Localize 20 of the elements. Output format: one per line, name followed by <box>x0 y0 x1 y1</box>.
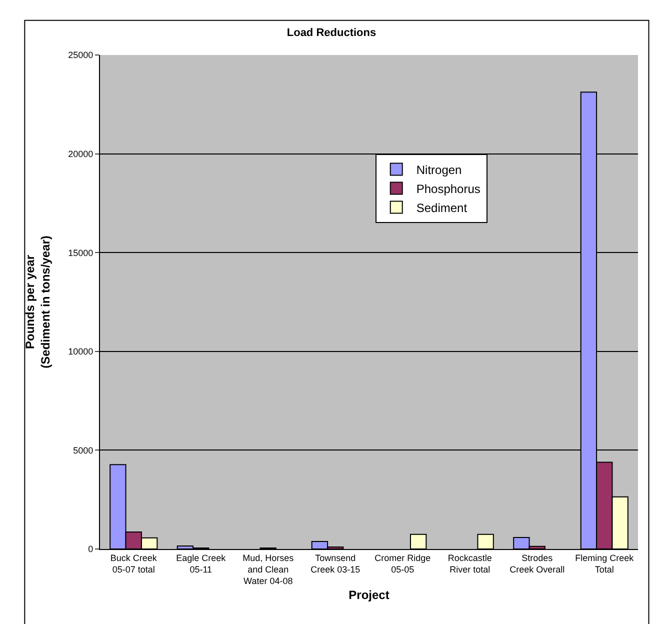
y-tick-label: 15000 <box>68 248 94 258</box>
x-tick-label: Buck Creek 05-07 total <box>110 552 158 574</box>
y-tick-label: 25000 <box>68 50 94 60</box>
legend-label: Sediment <box>416 200 468 215</box>
x-tick-label: Mud, Horses and Clean Water 04-08 <box>242 552 294 586</box>
x-tick-label: Eagle Creek 05-11 <box>176 552 226 574</box>
x-tick-label: Fleming Creek Total <box>575 552 634 574</box>
chart-title: Load Reductions <box>286 26 376 39</box>
x-axis-title: Project <box>348 588 390 602</box>
y-tick-label: 20000 <box>68 148 94 159</box>
y-tick-label: 0 <box>88 544 94 554</box>
x-tick-label: Cromer Ridge 05-05 <box>374 552 431 574</box>
legend-label: Nitrogen <box>416 162 462 177</box>
legend-label: Phosphorus <box>416 182 480 196</box>
x-tick-label: Rockcastle River total <box>448 552 492 574</box>
x-tick-label: Townsend Creek 03-15 <box>310 552 360 574</box>
x-tick-label: Strodes Creek Overall <box>510 552 565 574</box>
y-tick-label: 10000 <box>68 346 94 357</box>
y-axis-title: Pounds per year (Sediment in tons/year) <box>22 236 52 368</box>
y-tick-label: 5000 <box>73 445 94 456</box>
